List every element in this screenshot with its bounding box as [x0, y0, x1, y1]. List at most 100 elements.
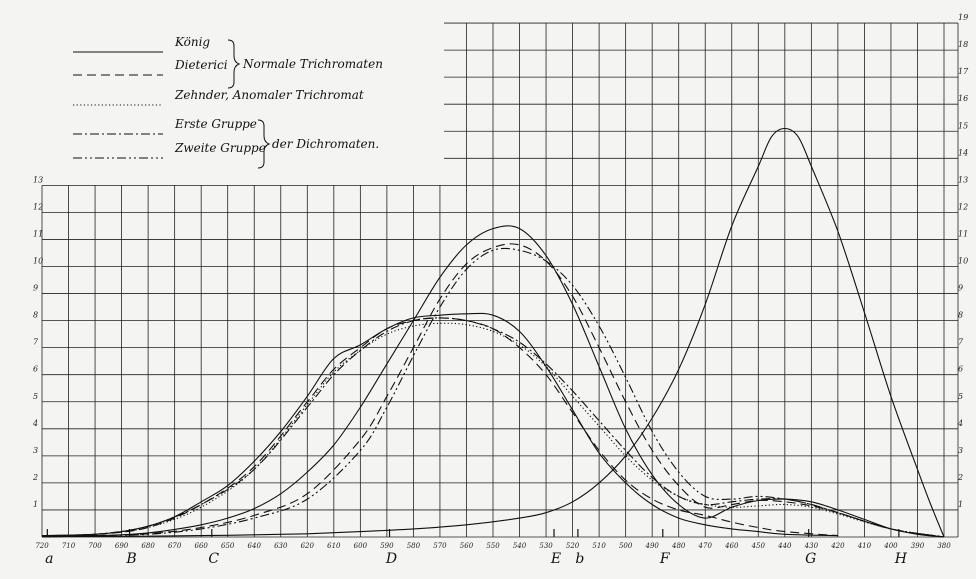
y-tick-label-right: 5: [958, 392, 963, 401]
x-tick-label: 490: [644, 542, 659, 550]
y-tick-label-right: 14: [958, 148, 968, 157]
x-tick-label: 660: [194, 542, 208, 550]
y-tick-label-left: 13: [33, 175, 43, 184]
fraunhofer-label: a: [45, 551, 53, 567]
y-tick-label-left: 11: [33, 229, 43, 238]
x-tick-label: 620: [301, 542, 315, 550]
y-tick-label-left: 3: [33, 446, 38, 455]
curve-dashdot: [41, 317, 945, 538]
x-tick-label: 690: [115, 542, 129, 550]
y-tick-label-right: 4: [957, 419, 963, 428]
x-tick-label: 520: [566, 542, 580, 550]
legend-label: König: [174, 35, 210, 49]
y-tick-label-right: 19: [958, 13, 968, 22]
y-tick-label-right: 8: [958, 311, 963, 320]
y-tick-label-right: 12: [958, 202, 968, 211]
brace-normal: [227, 39, 241, 89]
y-tick-label-right: 9: [958, 284, 963, 293]
y-tick-label-left: 7: [33, 338, 39, 347]
y-tick-label-right: 3: [958, 446, 963, 455]
y-tick-label-right: 16: [958, 94, 968, 103]
y-tick-label-left: 2: [32, 473, 38, 482]
x-tick-label: 650: [221, 542, 235, 550]
x-tick-label: 440: [777, 542, 792, 550]
fraunhofer-label: C: [208, 551, 219, 567]
fraunhofer-label: D: [385, 551, 397, 567]
y-tick-label-right: 13: [958, 175, 968, 184]
x-tick-label: 610: [327, 542, 341, 550]
legend-group-normal: Normale Trichromaten: [242, 57, 383, 71]
x-tick-label: 550: [486, 542, 500, 550]
y-tick-label-right: 11: [958, 229, 968, 238]
curve-dashdotdot: [41, 247, 945, 538]
legend-label: Erste Gruppe: [174, 117, 257, 131]
fraunhofer-label: E: [550, 551, 561, 567]
grid: [41, 22, 959, 538]
y-tick-label-left: 1: [33, 500, 38, 509]
curve-solid: [41, 312, 838, 537]
y-tick-label-left: 8: [33, 311, 38, 320]
y-tick-label-left: 4: [32, 419, 38, 428]
fraunhofer-label: H: [894, 551, 908, 567]
fraunhofer-label: G: [805, 551, 816, 567]
x-tick-label: 680: [141, 542, 155, 550]
y-tick-label-left: 6: [33, 365, 38, 374]
curve-solid: [41, 225, 945, 538]
fraunhofer-label: B: [125, 551, 136, 567]
fraunhofer-label: F: [659, 551, 671, 567]
x-tick-label: 450: [751, 542, 766, 550]
x-tick-label: 570: [433, 542, 447, 550]
legend: König Dieterici Zehnder, Anomaler Trichrom…: [73, 35, 383, 169]
x-tick-label: 670: [168, 542, 182, 550]
x-tick-label: 460: [724, 542, 739, 550]
y-tick-label-right: 15: [958, 121, 968, 130]
y-tick-label-right: 7: [958, 338, 964, 347]
x-tick-label: 420: [830, 542, 845, 550]
curve-dashed: [41, 243, 945, 538]
x-tick-label: 380: [937, 542, 951, 550]
x-tick-label: 390: [911, 542, 925, 550]
curve-solid: [41, 127, 945, 538]
y-tick-label-right: 2: [957, 473, 963, 482]
brace-dichromat: [257, 119, 271, 169]
x-tick-label: 400: [883, 542, 898, 550]
legend-group-dichromat: der Dichromaten.: [272, 137, 379, 151]
y-tick-label-right: 17: [958, 67, 969, 76]
legend-label: Dieterici: [174, 58, 228, 72]
x-tick-label: 580: [407, 542, 421, 550]
x-tick-label: 510: [592, 542, 606, 550]
curves: [41, 127, 945, 538]
legend-label: Zweite Gruppe: [174, 141, 266, 155]
x-tick-label: 480: [671, 542, 686, 550]
x-tick-label: 600: [354, 542, 368, 550]
y-tick-label-left: 9: [33, 284, 38, 293]
fraunhofer-label: b: [575, 551, 584, 567]
y-tick-label-left: 5: [33, 392, 38, 401]
y-tick-label-right: 18: [958, 40, 968, 49]
x-tick-label: 500: [619, 542, 633, 550]
x-tick-label: 640: [248, 542, 262, 550]
x-tick-label: 560: [460, 542, 474, 550]
x-tick-label: 700: [88, 542, 102, 550]
x-tick-label: 470: [698, 542, 713, 550]
curve-dotted: [41, 322, 945, 538]
x-tick-label: 630: [274, 542, 288, 550]
x-tick-label: 720: [35, 542, 49, 550]
y-tick-label-right: 6: [958, 365, 963, 374]
x-tick-label: 530: [539, 542, 553, 550]
x-tick-label: 430: [804, 542, 819, 550]
x-axis-ticks: 720 710 700 690 680 670 660 650 640 630 620 610 600 5…: [35, 542, 951, 550]
y-tick-label-right: 1: [958, 500, 963, 509]
y-tick-label-left: 10: [33, 257, 43, 266]
y-tick-label-right: 10: [958, 257, 968, 266]
x-tick-label: 540: [513, 542, 527, 550]
x-tick-label: 710: [62, 542, 76, 550]
legend-label: Zehnder, Anomaler Trichromat: [174, 88, 364, 102]
x-tick-label: 590: [380, 542, 394, 550]
x-tick-label: 410: [857, 542, 872, 550]
curve-dashed: [41, 317, 838, 537]
